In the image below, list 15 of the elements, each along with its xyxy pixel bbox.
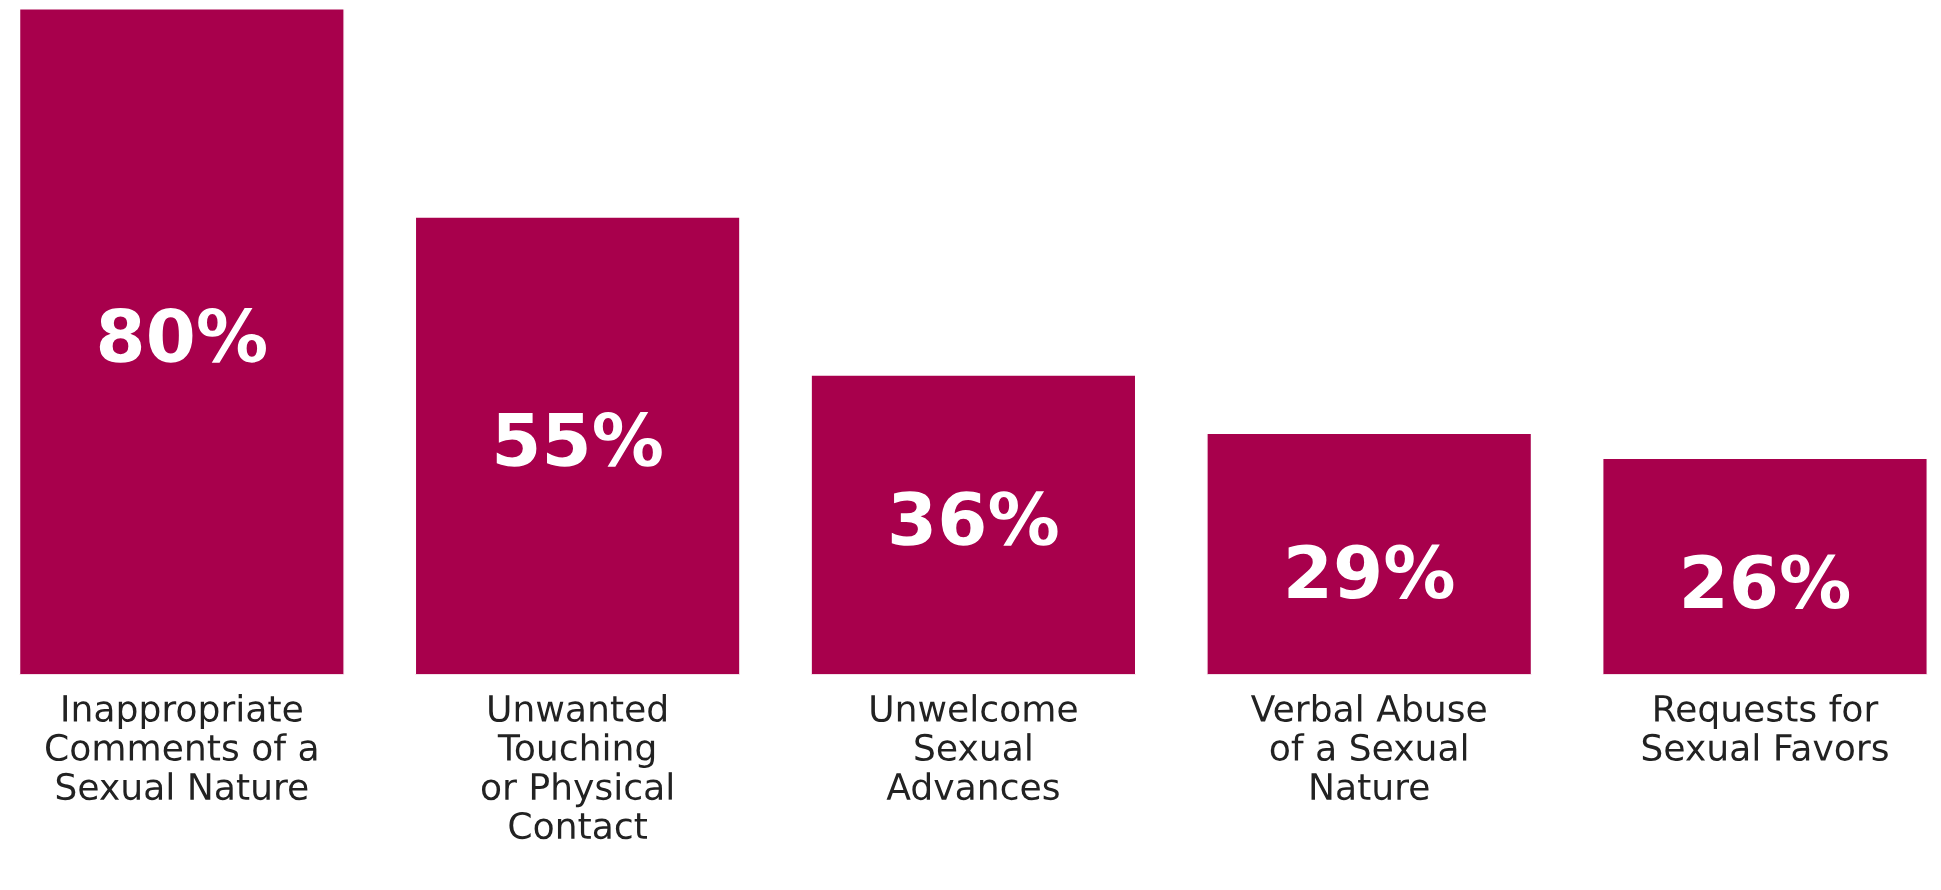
data-label: 36% (891, 491, 1058, 546)
x-tick-label: Unwelcome Sexual Advances (871, 694, 1077, 801)
data-label: 26% (1684, 554, 1850, 610)
data-label: 80% (99, 308, 266, 363)
data-label: 29% (1288, 544, 1454, 600)
bar (414, 216, 741, 675)
bar (18, 8, 345, 675)
bar (810, 374, 1137, 675)
x-tick-label: Requests for Sexual Favors (1642, 694, 1888, 762)
x-tick-label: Verbal Abuse of a Sexual Nature (1250, 694, 1486, 801)
bar (1206, 432, 1533, 675)
x-tick-label: Unwanted Touching or Physical Contact (481, 694, 672, 840)
bar (1602, 457, 1928, 675)
x-tick-label: Inappropriate Comments of a Sexual Nature (46, 694, 317, 801)
data-label: 55% (496, 412, 662, 467)
